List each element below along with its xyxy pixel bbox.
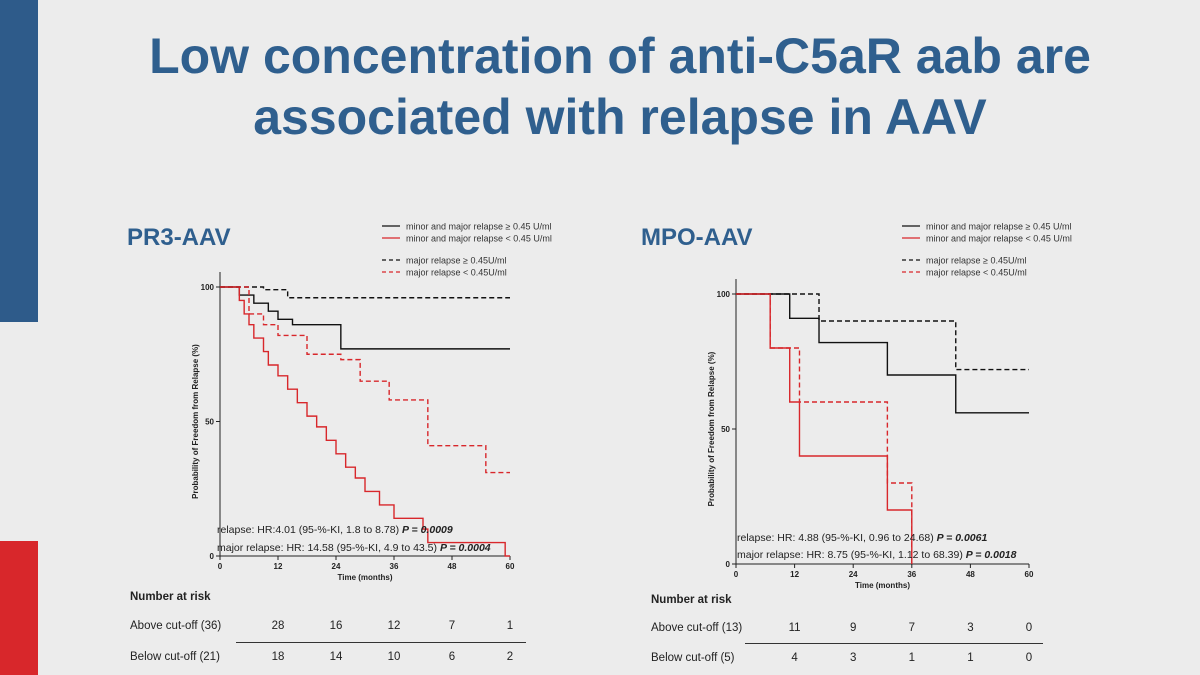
risk-count: 0 xyxy=(1025,622,1033,634)
risk-count: 3 xyxy=(849,652,857,664)
risk-count: 9 xyxy=(849,622,857,634)
x-tick-label: 60 xyxy=(1025,570,1034,579)
y-tick-label: 100 xyxy=(201,283,215,292)
y-tick-label: 0 xyxy=(726,560,731,569)
risk-count: 1 xyxy=(908,652,915,664)
risk-count: 12 xyxy=(387,620,401,632)
risk-count: 16 xyxy=(329,620,343,632)
km-series-3 xyxy=(736,293,913,564)
hr-text: relapse: HR:4.01 (95-%-KI, 1.8 to 8.78) xyxy=(217,524,402,536)
x-tick-label: 12 xyxy=(790,570,799,579)
hr-annotation-1: relapse: HR: 4.88 (95-%-KI, 0.96 to 24.6… xyxy=(737,532,987,544)
risk-count: 14 xyxy=(329,651,343,663)
x-tick-label: 24 xyxy=(849,570,858,579)
km-series-2 xyxy=(220,286,510,299)
risk-count: 7 xyxy=(908,622,915,634)
accent-bar-blue xyxy=(0,0,38,322)
x-tick-label: 24 xyxy=(332,562,341,571)
risk-label-below-mpo: Below cut-off (5) xyxy=(651,652,735,664)
km-chart-mpo: minor and major relapse ≥ 0.45 U/ml minor… xyxy=(707,222,1072,591)
x-tick-label: 0 xyxy=(218,562,223,571)
legend-label: major relapse ≥ 0.45U/ml xyxy=(926,256,1026,266)
panel-title-pr3: PR3-AAV xyxy=(127,224,231,251)
hr-text: major relapse: HR: 14.58 (95-%-KI, 4.9 t… xyxy=(217,542,440,554)
km-series-0 xyxy=(220,286,510,350)
legend-label: major relapse < 0.45U/ml xyxy=(926,268,1027,278)
x-tick-label: 36 xyxy=(907,570,916,579)
p-value: P = 0.0018 xyxy=(966,549,1017,561)
slide-title-line1: Low concentration of anti-C5aR aab are xyxy=(149,28,1091,84)
risk-count: 6 xyxy=(448,651,456,663)
risk-header-pr3: Number at risk xyxy=(130,591,211,603)
risk-label-above-pr3: Above cut-off (36) xyxy=(130,620,222,632)
y-tick-label: 0 xyxy=(210,552,215,561)
km-series-0 xyxy=(736,293,1029,414)
x-tick-label: 48 xyxy=(966,570,975,579)
risk-count: 2 xyxy=(506,651,514,663)
x-tick-label: 48 xyxy=(448,562,457,571)
risk-count: 1 xyxy=(506,620,514,632)
x-axis-label: Time (months) xyxy=(338,573,393,582)
hr-text: major relapse: HR: 8.75 (95-%-KI, 1.12 t… xyxy=(737,549,966,561)
legend-pr3: minor and major relapse ≥ 0.45 U/ml minor… xyxy=(382,222,552,278)
risk-count: 11 xyxy=(788,622,801,634)
panel-title-mpo: MPO-AAV xyxy=(641,224,753,251)
x-axis-label: Time (months) xyxy=(855,581,910,590)
risk-divider-pr3 xyxy=(236,642,526,643)
risk-divider-mpo xyxy=(745,643,1043,644)
y-tick-label: 50 xyxy=(205,418,214,427)
x-tick-label: 12 xyxy=(274,562,283,571)
x-tick-label: 36 xyxy=(390,562,399,571)
y-axis-label: Probability of Freedom from Relapse (%) xyxy=(191,344,200,499)
legend-label: minor and major relapse ≥ 0.45 U/ml xyxy=(406,222,552,232)
legend-label: minor and major relapse < 0.45 U/ml xyxy=(406,234,552,244)
risk-count: 3 xyxy=(967,622,974,634)
legend-label: major relapse ≥ 0.45U/ml xyxy=(406,256,506,266)
p-value: P = 0.0004 xyxy=(440,542,491,554)
risk-count: 1 xyxy=(967,652,974,664)
risk-count: 28 xyxy=(271,620,285,632)
p-value: P = 0.0009 xyxy=(402,524,453,536)
legend-label: minor and major relapse ≥ 0.45 U/ml xyxy=(926,222,1072,232)
km-series-1 xyxy=(220,286,510,557)
risk-label-below-pr3: Below cut-off (21) xyxy=(130,651,220,663)
hr-annotation-2: major relapse: HR: 14.58 (95-%-KI, 4.9 t… xyxy=(217,542,491,554)
risk-count: 0 xyxy=(1025,652,1033,664)
y-tick-label: 100 xyxy=(717,290,731,299)
legend-mpo: minor and major relapse ≥ 0.45 U/ml minor… xyxy=(902,222,1072,278)
hr-text: relapse: HR: 4.88 (95-%-KI, 0.96 to 24.6… xyxy=(737,532,937,544)
risk-count: 18 xyxy=(271,651,285,663)
x-tick-label: 0 xyxy=(734,570,739,579)
legend-label: minor and major relapse < 0.45 U/ml xyxy=(926,234,1072,244)
hr-annotation-2: major relapse: HR: 8.75 (95-%-KI, 1.12 t… xyxy=(737,549,1017,561)
km-series-1 xyxy=(736,293,913,564)
km-series-2 xyxy=(736,293,1029,371)
risk-count: 10 xyxy=(387,651,401,663)
slide-title-line2: associated with relapse in AAV xyxy=(253,89,987,145)
km-series-3 xyxy=(220,286,510,474)
legend-label: major relapse < 0.45U/ml xyxy=(406,268,507,278)
p-value: P = 0.0061 xyxy=(937,532,988,544)
accent-bar-red xyxy=(0,541,38,675)
slide-title: Low concentration of anti-C5aR aab are a… xyxy=(40,26,1200,148)
risk-header-mpo: Number at risk xyxy=(651,594,732,606)
risk-count: 7 xyxy=(448,620,456,632)
x-tick-label: 60 xyxy=(506,562,515,571)
risk-label-above-mpo: Above cut-off (13) xyxy=(651,622,743,634)
km-chart-pr3: minor and major relapse ≥ 0.45 U/ml minor… xyxy=(191,222,552,583)
risk-count: 4 xyxy=(791,652,798,664)
y-tick-label: 50 xyxy=(721,425,730,434)
hr-annotation-1: relapse: HR:4.01 (95-%-KI, 1.8 to 8.78) … xyxy=(217,524,453,536)
y-axis-label: Probability of Freedom from Relapse (%) xyxy=(707,351,716,506)
